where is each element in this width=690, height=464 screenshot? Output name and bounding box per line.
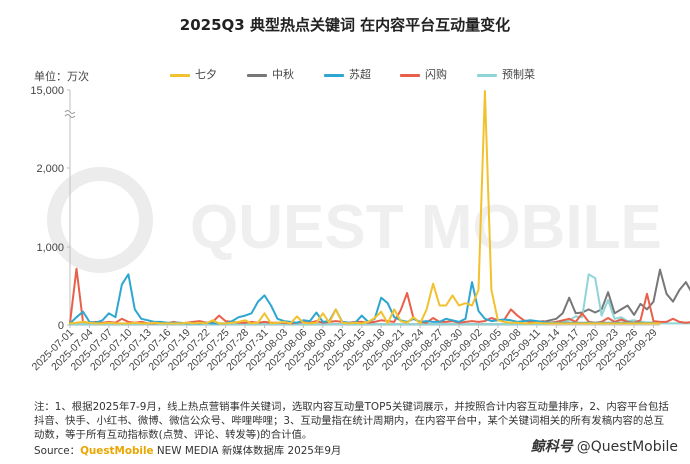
series-line-3: [69, 273, 655, 325]
series-line-4: [69, 267, 690, 325]
legend-item-shangou[interactable]: 闪购: [400, 66, 447, 82]
legend-item-suchao[interactable]: 苏超: [324, 66, 371, 82]
y-tick-label: 2,000: [36, 163, 64, 175]
y-tick-label: 1,000: [36, 242, 64, 254]
legend-label-suchao: 苏超: [349, 68, 371, 81]
legend-swatch-qixi: [170, 73, 190, 77]
y-tick-label: 15,000: [30, 85, 64, 97]
axis-break-icon: [64, 114, 76, 118]
source-brand: QuestMobile: [80, 445, 154, 457]
source-prefix: Source：: [34, 445, 81, 457]
legend-swatch-zhongqiu: [247, 73, 267, 77]
x-tick-labels: 2025-07-012025-07-042025-07-072025-07-10…: [30, 325, 660, 373]
legend-label-yuzhicai: 预制菜: [502, 68, 535, 81]
source-line: Source：QuestMobile NEW MEDIA 新媒体数据库 2025…: [34, 442, 341, 457]
brand-tag: 鲸科号 @QuestMobile: [531, 436, 678, 456]
legend-item-qixi[interactable]: 七夕: [170, 66, 217, 82]
legend-label-zhongqiu: 中秋: [272, 68, 294, 81]
y-tick-label: 0: [58, 320, 64, 332]
brand-handle: @QuestMobile: [576, 439, 678, 455]
legend-item-zhongqiu[interactable]: 中秋: [247, 66, 294, 82]
unit-label: 单位：万次: [34, 70, 89, 83]
source-rest: NEW MEDIA 新媒体数据库 2025年9月: [153, 445, 342, 457]
series-lines: [69, 90, 690, 326]
axis-break-icon: [64, 110, 76, 114]
legend-label-qixi: 七夕: [195, 68, 217, 81]
legend-swatch-suchao: [324, 73, 344, 77]
footnote: 注：1、根据2025年7-9月，线上热点营销事件关键词，选取内容互动量TOP5关…: [34, 401, 669, 441]
legend-swatch-yuzhicai: [477, 73, 497, 77]
legend-label-shangou: 闪购: [425, 68, 447, 81]
chart-title: 2025Q3 典型热点关键词 在内容平台互动量变化: [179, 16, 511, 34]
brand-mark: 鲸科号: [530, 439, 573, 455]
axes: 0 1,000 2,000 15,000: [30, 85, 660, 332]
axis-break-gap: [64, 110, 76, 116]
series-line-1: [69, 90, 661, 325]
line-chart: 0 1,000 2,000 15,000 2025-07-012025-07-0420…: [30, 85, 690, 373]
legend-item-yuzhicai[interactable]: 预制菜: [477, 66, 535, 82]
legend-swatch-shangou: [400, 73, 420, 77]
